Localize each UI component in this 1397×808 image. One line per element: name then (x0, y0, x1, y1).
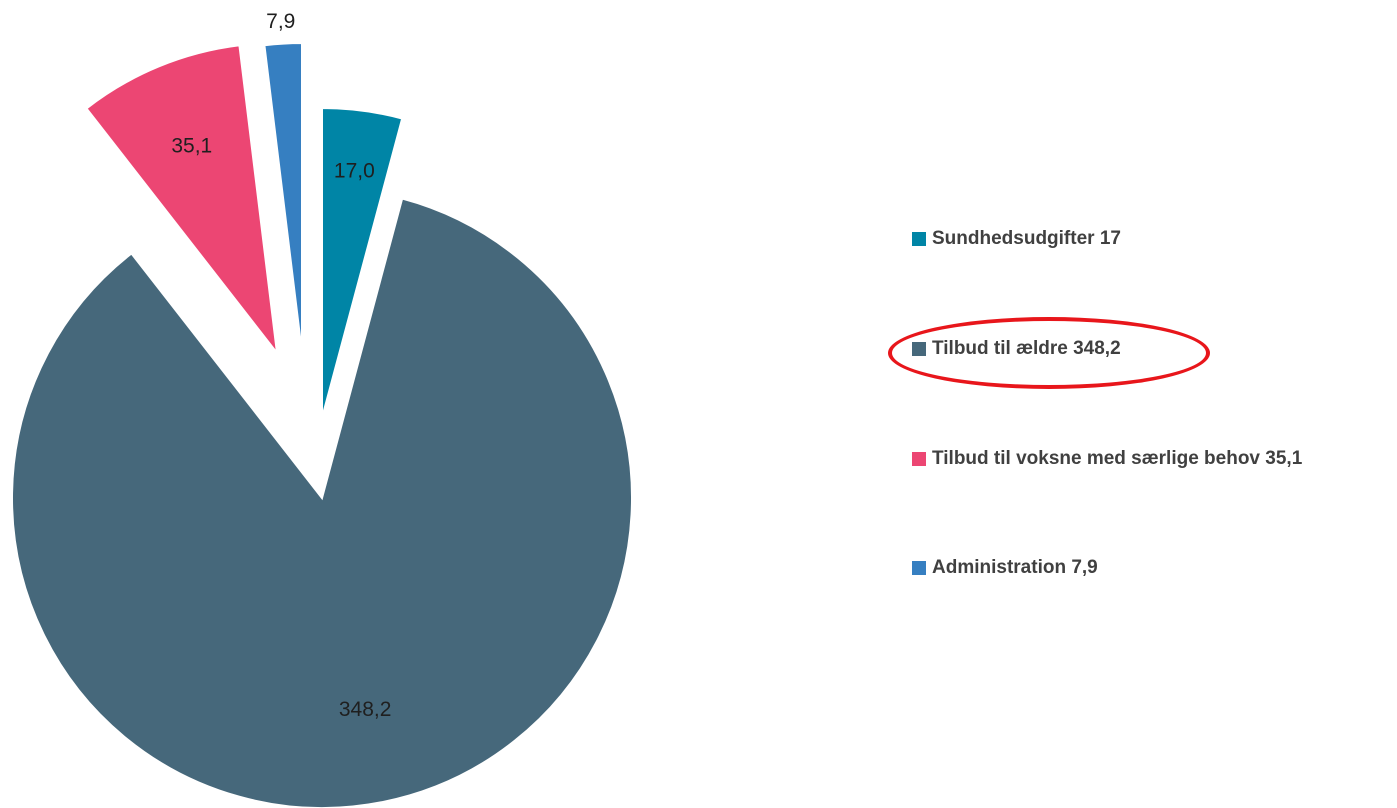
legend-label-administration: Administration 7,9 (932, 557, 1098, 578)
legend-label-sundhedsudgifter: Sundhedsudgifter 17 (932, 228, 1121, 249)
data-label-sundhedsudgifter: 17,0 (334, 160, 375, 183)
highlight-ellipse (888, 317, 1210, 389)
pie-slice-administration (263, 41, 303, 354)
legend-swatch-tilbud-til-voksne (912, 452, 926, 466)
legend-swatch-sundhedsudgifter (912, 232, 926, 246)
data-label-tilbud-til-aeldre: 348,2 (339, 698, 392, 721)
pie-slice-tilbud-til-aeldre (11, 197, 633, 808)
pie-slice-sundhedsudgifter (321, 106, 404, 419)
legend-label-tilbud-til-voksne: Tilbud til voksne med særlige behov 35,1 (932, 448, 1303, 469)
legend-item-administration: Administration 7,9 (912, 557, 1098, 579)
pie-slice-tilbud-til-voksne (85, 44, 279, 357)
data-label-administration: 7,9 (266, 10, 295, 33)
legend-item-tilbud-til-voksne: Tilbud til voksne med særlige behov 35,1 (912, 448, 1302, 470)
legend-item-sundhedsudgifter: Sundhedsudgifter 17 (912, 228, 1121, 250)
legend-swatch-administration (912, 561, 926, 575)
data-label-tilbud-til-voksne: 35,1 (171, 134, 212, 157)
